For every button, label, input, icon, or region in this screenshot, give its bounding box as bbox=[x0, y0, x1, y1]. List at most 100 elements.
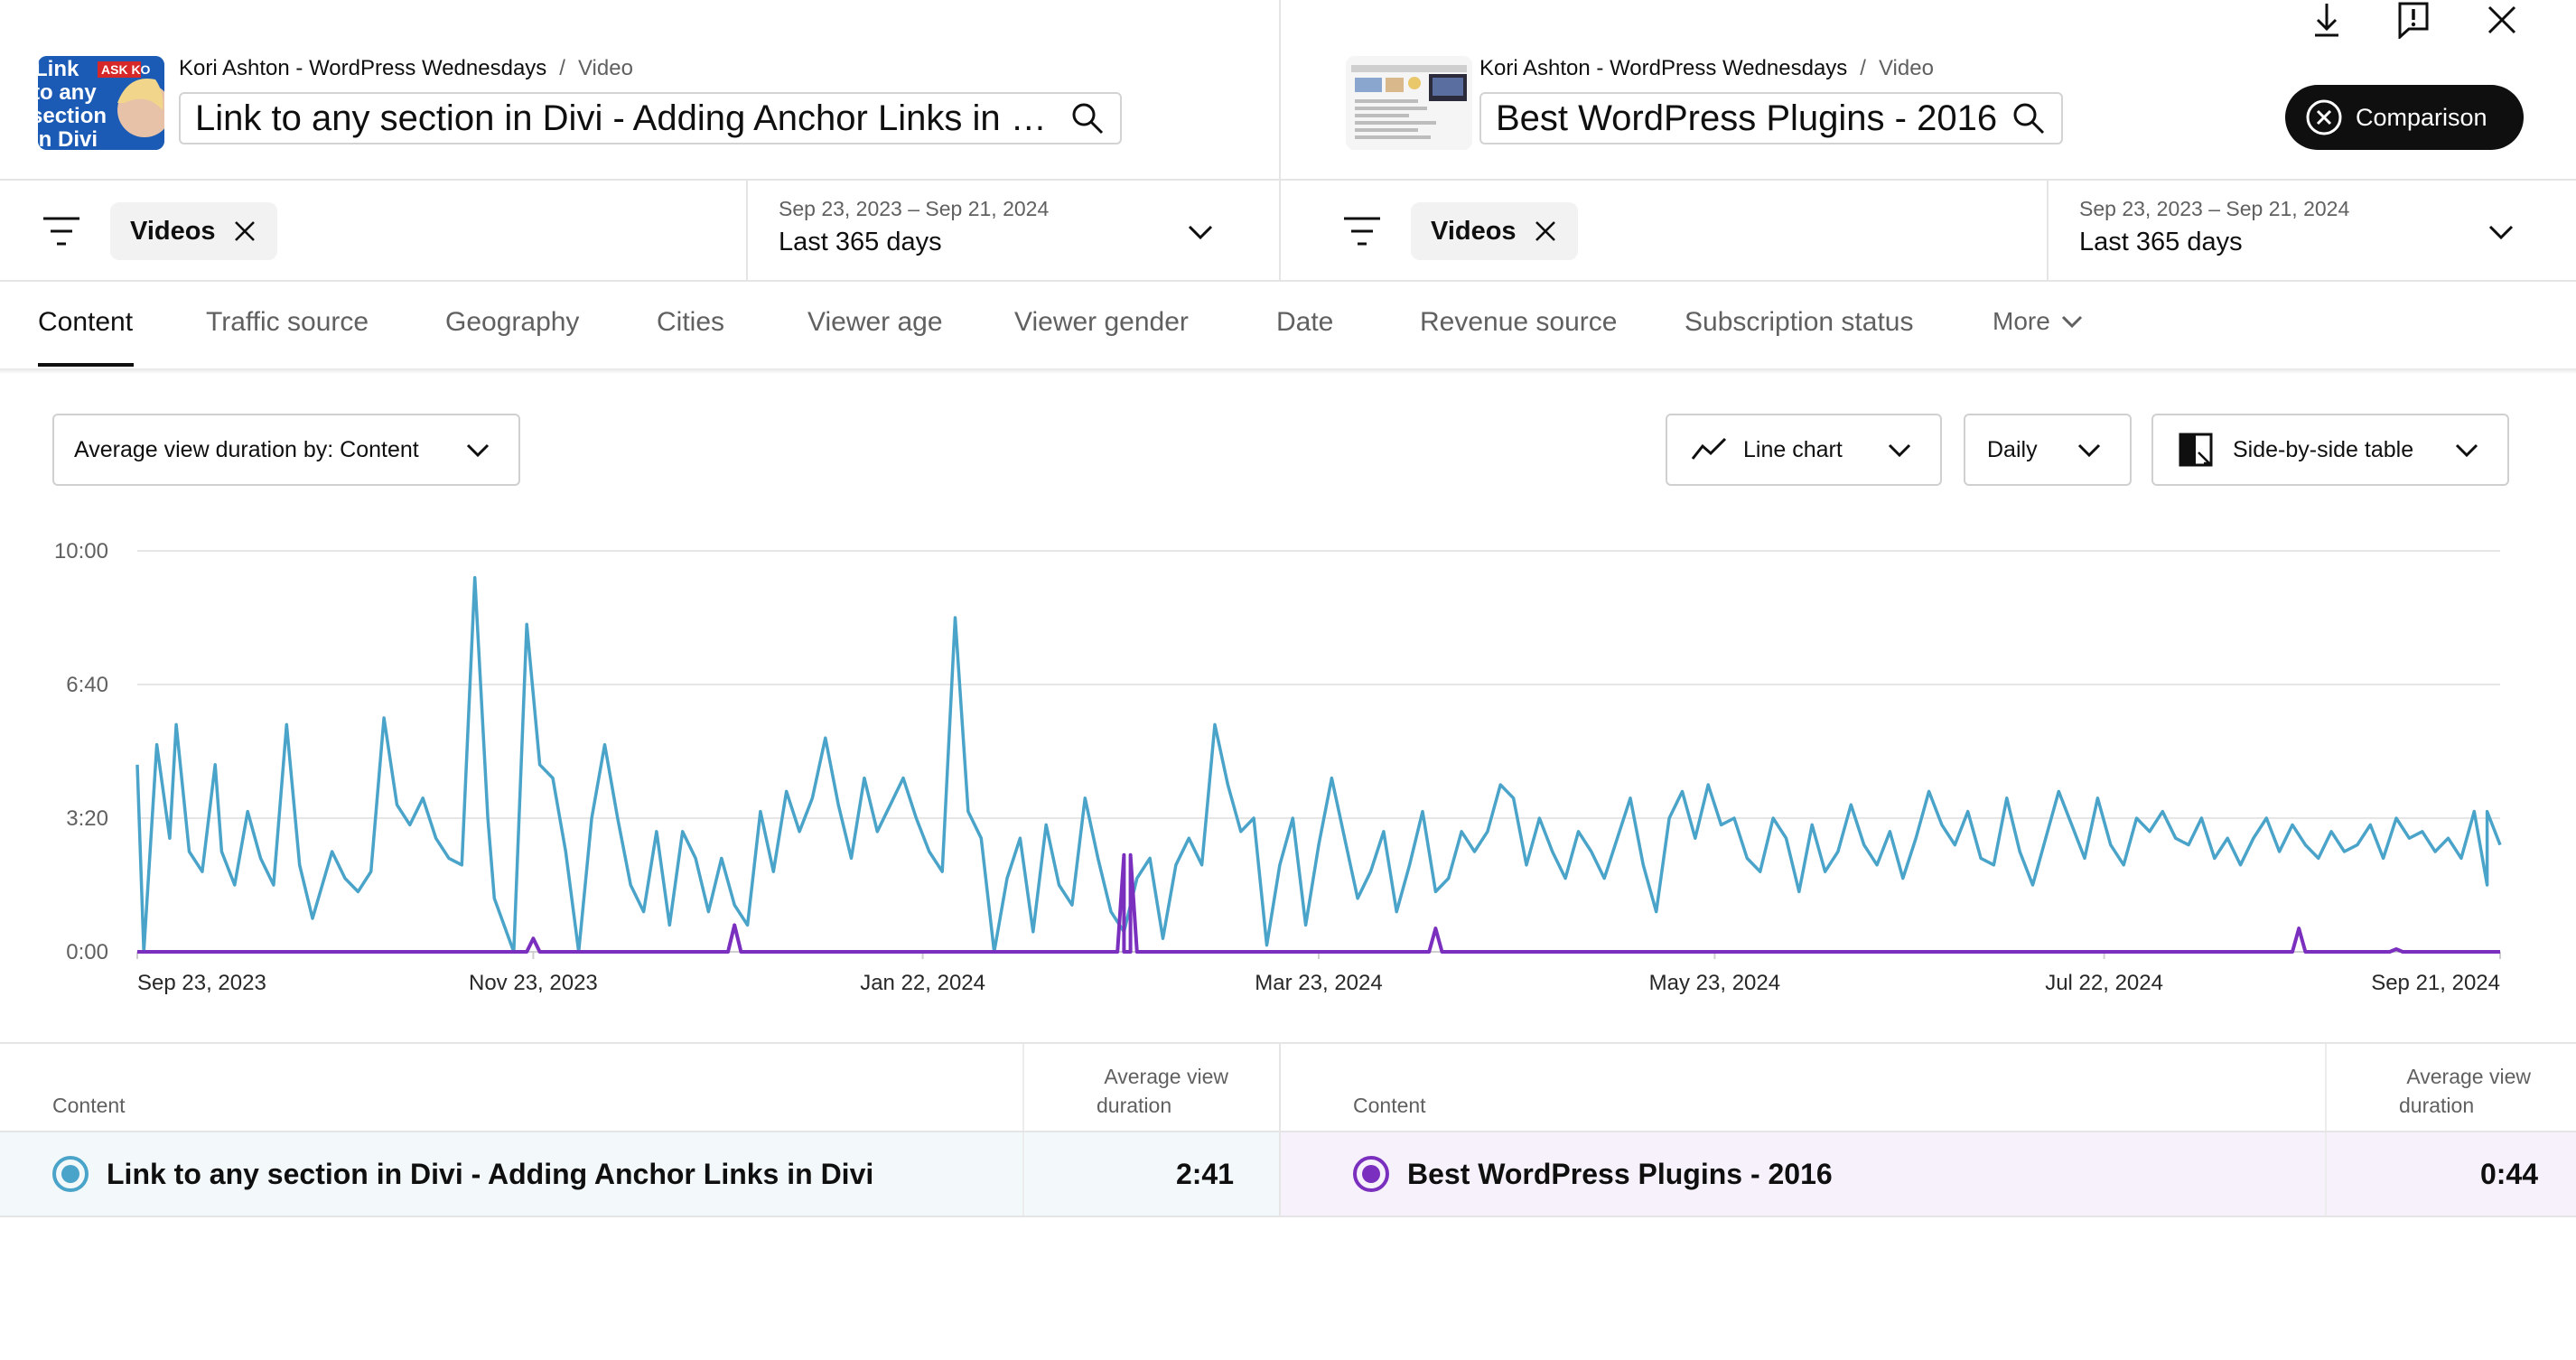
tab-more-label: More bbox=[1993, 307, 2050, 335]
column-header-metric-line2: duration bbox=[1097, 1094, 1172, 1117]
tab-more[interactable]: More bbox=[1993, 307, 2085, 336]
table-col-divider-left bbox=[1022, 1132, 1024, 1216]
remove-filter-icon[interactable] bbox=[1533, 219, 1558, 244]
tab-traffic-source[interactable]: Traffic source bbox=[206, 307, 369, 337]
header-divider bbox=[0, 179, 2576, 181]
y-tick-label: 0:00 bbox=[66, 940, 108, 964]
thumbnail-line-2: to any bbox=[38, 80, 97, 105]
tab-subscription-status[interactable]: Subscription status bbox=[1685, 307, 1914, 337]
column-header-content[interactable]: Content bbox=[1353, 1094, 1426, 1117]
x-tick-label: May 23, 2024 bbox=[1649, 971, 1780, 995]
date-range-period: Last 365 days bbox=[2079, 228, 2243, 256]
granularity-label: Daily bbox=[1987, 436, 2038, 462]
row-value-right: 0:44 bbox=[2479, 1158, 2538, 1190]
breadcrumb-left: Kori Ashton - WordPress Wednesdays / Video bbox=[179, 56, 633, 81]
tab-viewer-age[interactable]: Viewer age bbox=[807, 307, 943, 337]
breadcrumb-separator: / bbox=[559, 56, 565, 80]
channel-name[interactable]: Kori Ashton - WordPress Wednesdays bbox=[1479, 56, 1848, 80]
feedback-icon[interactable] bbox=[2394, 0, 2433, 40]
filter-chip-videos[interactable]: Videos bbox=[110, 202, 277, 260]
breadcrumb-separator: / bbox=[1860, 56, 1866, 80]
panel-divider-top bbox=[1279, 0, 1281, 282]
breadcrumb-type: Video bbox=[577, 56, 633, 80]
line-chart[interactable]: 0:00 3:20 6:40 10:00 Sep 23, 2023 Nov 23, 20… bbox=[0, 533, 2576, 1002]
table-header-divider bbox=[0, 1131, 2576, 1132]
chart-type-dropdown[interactable]: Line chart bbox=[1666, 414, 1942, 486]
chevron-down-icon bbox=[2453, 436, 2480, 463]
channel-name[interactable]: Kori Ashton - WordPress Wednesdays bbox=[179, 56, 547, 80]
column-header-metric-line2: duration bbox=[2399, 1094, 2475, 1117]
filter-chip-videos[interactable]: Videos bbox=[1411, 202, 1578, 260]
filter-date-divider-right bbox=[2047, 181, 2049, 280]
filter-chip-label: Videos bbox=[130, 216, 216, 246]
thumbnail-line-1: Link bbox=[38, 57, 79, 81]
chevron-down-icon bbox=[2076, 436, 2103, 463]
date-range-selector-left[interactable]: Sep 23, 2023 – Sep 21, 2024 Last 365 day… bbox=[748, 181, 1279, 280]
tab-cities[interactable]: Cities bbox=[657, 307, 725, 337]
row-title-left: Link to any section in Divi - Adding Anc… bbox=[107, 1158, 874, 1190]
column-header-metric[interactable]: Average view duration bbox=[1057, 1062, 1228, 1120]
series-line-right-video bbox=[137, 852, 2500, 954]
side-by-side-icon bbox=[2179, 433, 2213, 467]
breadcrumb-type: Video bbox=[1878, 56, 1934, 80]
series-radio-left[interactable] bbox=[52, 1156, 89, 1192]
filter-chip-label: Videos bbox=[1431, 216, 1517, 246]
search-icon[interactable] bbox=[2011, 100, 2047, 136]
date-range-selector-right[interactable]: Sep 23, 2023 – Sep 21, 2024 Last 365 day… bbox=[2049, 181, 2576, 280]
table-bottom-divider bbox=[0, 1216, 2576, 1217]
table-col-divider-right bbox=[2325, 1132, 2327, 1216]
x-tick-label: Mar 23, 2024 bbox=[1255, 971, 1382, 995]
video-selector-left[interactable]: Link to any section in Divi - Adding Anc… bbox=[179, 92, 1122, 144]
table-row[interactable] bbox=[1281, 1132, 2576, 1216]
column-header-content[interactable]: Content bbox=[52, 1094, 126, 1117]
y-tick-label: 6:40 bbox=[66, 673, 108, 697]
download-icon[interactable] bbox=[2307, 0, 2347, 40]
close-icon[interactable] bbox=[2482, 0, 2522, 40]
table-panel-divider bbox=[1279, 1132, 1281, 1216]
comparison-label: Comparison bbox=[2356, 103, 2487, 131]
table-mode-dropdown[interactable]: Side-by-side table bbox=[2151, 414, 2509, 486]
row-title-right: Best WordPress Plugins - 2016 bbox=[1407, 1158, 1833, 1190]
row-value-left: 2:41 bbox=[1175, 1158, 1234, 1190]
comparison-button[interactable]: Comparison bbox=[2285, 85, 2524, 150]
tab-geography[interactable]: Geography bbox=[445, 307, 580, 337]
breadcrumb-right: Kori Ashton - WordPress Wednesdays / Video bbox=[1479, 56, 1934, 81]
metric-dropdown[interactable]: Average view duration by: Content bbox=[52, 414, 520, 486]
filter-icon[interactable] bbox=[40, 213, 83, 249]
x-tick-label: Jan 22, 2024 bbox=[860, 971, 985, 995]
series-radio-right[interactable] bbox=[1353, 1156, 1389, 1192]
table-panel-divider bbox=[1279, 1044, 1281, 1216]
date-range-dates: Sep 23, 2023 – Sep 21, 2024 bbox=[779, 197, 1050, 220]
granularity-dropdown[interactable]: Daily bbox=[1964, 414, 2132, 486]
tabbar-shadow bbox=[0, 368, 2576, 374]
chevron-down-icon bbox=[2059, 309, 2085, 334]
video-thumbnail-left: ASK KO Link to any section in Divi bbox=[38, 56, 164, 150]
video-selector-right[interactable]: Best WordPress Plugins - 2016 bbox=[1479, 92, 2063, 144]
chevron-down-icon bbox=[1185, 217, 1216, 247]
table-top-divider bbox=[0, 1042, 2576, 1044]
thumbnail-line-3: section bbox=[38, 104, 107, 128]
tab-content[interactable]: Content bbox=[38, 307, 134, 337]
tab-date[interactable]: Date bbox=[1276, 307, 1334, 337]
filter-divider bbox=[0, 280, 2576, 282]
tab-viewer-gender[interactable]: Viewer gender bbox=[1014, 307, 1189, 337]
tab-revenue-source[interactable]: Revenue source bbox=[1420, 307, 1618, 337]
date-range-period: Last 365 days bbox=[779, 228, 942, 256]
table-col-divider-left bbox=[1022, 1044, 1024, 1216]
search-icon[interactable] bbox=[1069, 100, 1106, 136]
table-row[interactable] bbox=[0, 1132, 1279, 1216]
filter-icon[interactable] bbox=[1340, 213, 1384, 249]
y-tick-label: 3:20 bbox=[66, 806, 108, 831]
column-header-metric[interactable]: Average view duration bbox=[2359, 1062, 2531, 1120]
date-range-dates: Sep 23, 2023 – Sep 21, 2024 bbox=[2079, 197, 2350, 220]
video-title-left: Link to any section in Divi - Adding Anc… bbox=[195, 98, 1060, 138]
table-col-divider-right bbox=[2325, 1044, 2327, 1216]
x-tick-label: Jul 22, 2024 bbox=[2045, 971, 2163, 995]
x-tick-label: Nov 23, 2023 bbox=[469, 971, 598, 995]
column-header-metric-line1: Average view bbox=[2406, 1065, 2531, 1088]
thumbnail-line-4: in Divi bbox=[38, 127, 98, 150]
column-header-metric-line1: Average view bbox=[1104, 1065, 1228, 1088]
chart-type-label: Line chart bbox=[1743, 436, 1843, 462]
remove-filter-icon[interactable] bbox=[232, 219, 257, 244]
series-line-left-video bbox=[135, 575, 2502, 954]
